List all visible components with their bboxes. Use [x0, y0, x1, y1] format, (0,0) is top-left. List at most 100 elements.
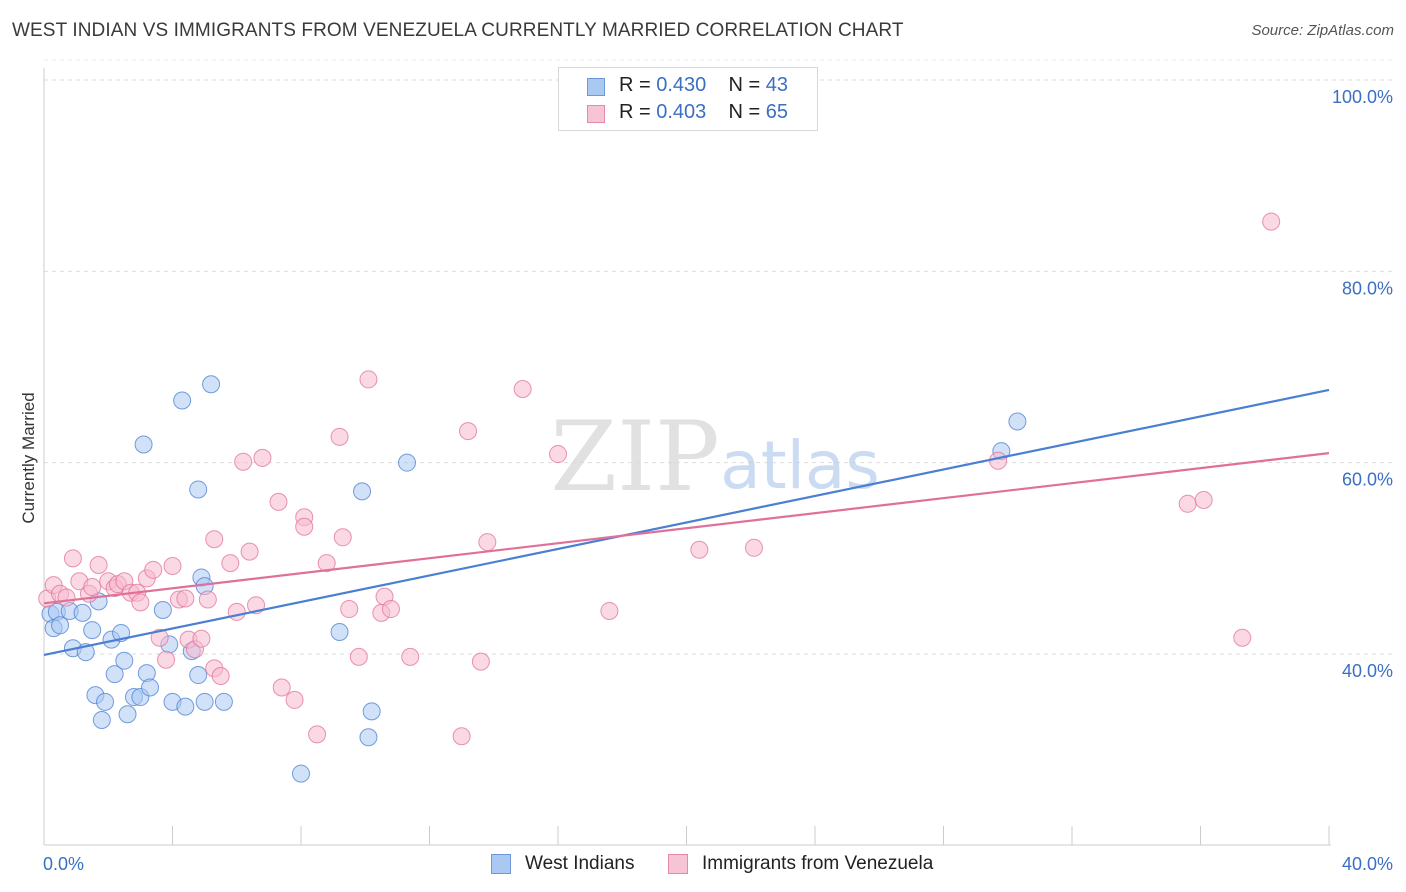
- legend-r-label: R =: [619, 101, 657, 123]
- point-west-indians-13: [115, 651, 134, 670]
- point-venezuela-29: [211, 667, 230, 686]
- point-west-indians-8: [83, 621, 102, 640]
- point-venezuela-33: [240, 542, 259, 561]
- legend-text-west-indians: R = 0.430 N = 43: [619, 74, 788, 97]
- point-venezuela-19: [157, 650, 176, 669]
- point-west-indians-33: [173, 391, 192, 410]
- point-venezuela-60: [744, 538, 763, 557]
- point-venezuela-45: [340, 600, 359, 619]
- point-venezuela-47: [359, 370, 378, 389]
- legend-n-label: N =: [728, 101, 766, 123]
- point-venezuela-4: [63, 549, 82, 568]
- point-venezuela-62: [1178, 494, 1197, 513]
- point-west-indians-37: [362, 702, 381, 721]
- point-venezuela-20: [163, 556, 182, 575]
- legend-r-label: R =: [619, 74, 657, 96]
- point-venezuela-40: [295, 517, 314, 536]
- point-west-indians-28: [195, 692, 214, 711]
- x-tick-label-0: 0.0%: [43, 854, 84, 874]
- point-venezuela-7: [83, 578, 102, 597]
- point-west-indians-41: [398, 453, 417, 472]
- legend-n-label: N =: [728, 74, 766, 96]
- point-venezuela-63: [1194, 490, 1213, 509]
- point-venezuela-8: [89, 556, 108, 575]
- legend-swatch-venezuela: [587, 105, 605, 123]
- point-west-indians-36: [330, 622, 349, 641]
- point-venezuela-22: [176, 589, 195, 608]
- data-points: [38, 212, 1281, 783]
- point-west-indians-34: [202, 375, 221, 394]
- point-venezuela-51: [401, 647, 420, 666]
- point-venezuela-53: [459, 422, 478, 441]
- point-west-indians-12: [105, 665, 124, 684]
- point-west-indians-16: [92, 711, 111, 730]
- y-tick-label-60: 60.0%: [1342, 470, 1393, 490]
- watermark-atlas: atlas: [720, 427, 880, 504]
- trend-line-west-indians: [43, 388, 1330, 657]
- legend-swatch-west-indians: [587, 78, 605, 96]
- legend-r-value: 0.403: [656, 101, 707, 123]
- bottom-legend-swatch-west-indians: [491, 854, 511, 874]
- point-venezuela-37: [272, 678, 291, 697]
- y-tick-label-100: 100.0%: [1332, 87, 1393, 107]
- axes: [43, 68, 1331, 846]
- point-west-indians-39: [292, 764, 310, 783]
- bottom-legend-swatch-venezuela: [668, 854, 688, 874]
- point-venezuela-25: [192, 629, 211, 648]
- point-venezuela-3: [57, 588, 76, 607]
- point-west-indians-32: [134, 435, 153, 454]
- tick-labels: 40.0% 60.0% 80.0% 100.0% 0.0% 40.0%: [43, 87, 1393, 874]
- gridlines: [44, 59, 1392, 655]
- correlation-legend: R = 0.430 N = 43 R = 0.403 N = 65: [558, 67, 818, 131]
- chart-title: WEST INDIAN VS IMMIGRANTS FROM VENEZUELA…: [12, 20, 904, 41]
- point-venezuela-56: [513, 380, 532, 399]
- point-west-indians-35: [214, 692, 233, 711]
- point-venezuela-46: [349, 647, 368, 666]
- point-west-indians-22: [153, 600, 172, 619]
- point-venezuela-58: [600, 601, 619, 620]
- point-venezuela-32: [234, 452, 253, 471]
- point-venezuela-44: [333, 528, 352, 547]
- point-venezuela-41: [308, 725, 327, 744]
- point-venezuela-54: [471, 652, 490, 671]
- source-label: Source: ZipAtlas.com: [1251, 22, 1394, 39]
- point-venezuela-15: [131, 593, 150, 612]
- point-venezuela-42: [317, 554, 336, 573]
- point-venezuela-38: [285, 690, 304, 709]
- point-west-indians-17: [118, 705, 137, 724]
- bottom-legend-label-venezuela: Immigrants from Venezuela: [702, 853, 934, 874]
- watermark: ZIP atlas: [550, 401, 879, 513]
- point-venezuela-52: [452, 727, 471, 746]
- point-west-indians-15: [96, 692, 115, 711]
- point-west-indians-43: [1008, 412, 1027, 431]
- point-west-indians-5: [73, 603, 92, 622]
- point-west-indians-40: [353, 482, 372, 501]
- point-venezuela-59: [690, 540, 709, 559]
- point-venezuela-30: [221, 554, 240, 573]
- point-west-indians-31: [189, 480, 208, 499]
- y-tick-label-40: 40.0%: [1342, 661, 1393, 681]
- point-venezuela-36: [269, 492, 288, 511]
- y-axis-label: Currently Married: [19, 392, 38, 524]
- y-tick-label-80: 80.0%: [1342, 278, 1393, 298]
- point-west-indians-25: [176, 697, 195, 716]
- point-venezuela-65: [1262, 212, 1281, 231]
- x-tick-label-40: 40.0%: [1342, 854, 1393, 874]
- legend-r-value: 0.430: [656, 74, 707, 96]
- point-west-indians-27: [189, 666, 208, 685]
- point-venezuela-64: [1233, 628, 1252, 647]
- point-venezuela-26: [198, 590, 217, 609]
- point-venezuela-17: [144, 560, 163, 579]
- point-venezuela-35: [253, 448, 272, 467]
- trend-line-venezuela: [43, 452, 1330, 605]
- legend-text-venezuela: R = 0.403 N = 65: [619, 101, 788, 124]
- point-west-indians-21: [141, 678, 160, 697]
- trend-lines: [43, 388, 1330, 657]
- point-venezuela-61: [989, 451, 1008, 470]
- point-venezuela-50: [381, 600, 400, 619]
- legend-n-value: 43: [765, 74, 789, 96]
- point-venezuela-43: [330, 427, 349, 446]
- point-venezuela-31: [227, 602, 246, 621]
- point-venezuela-18: [150, 628, 169, 647]
